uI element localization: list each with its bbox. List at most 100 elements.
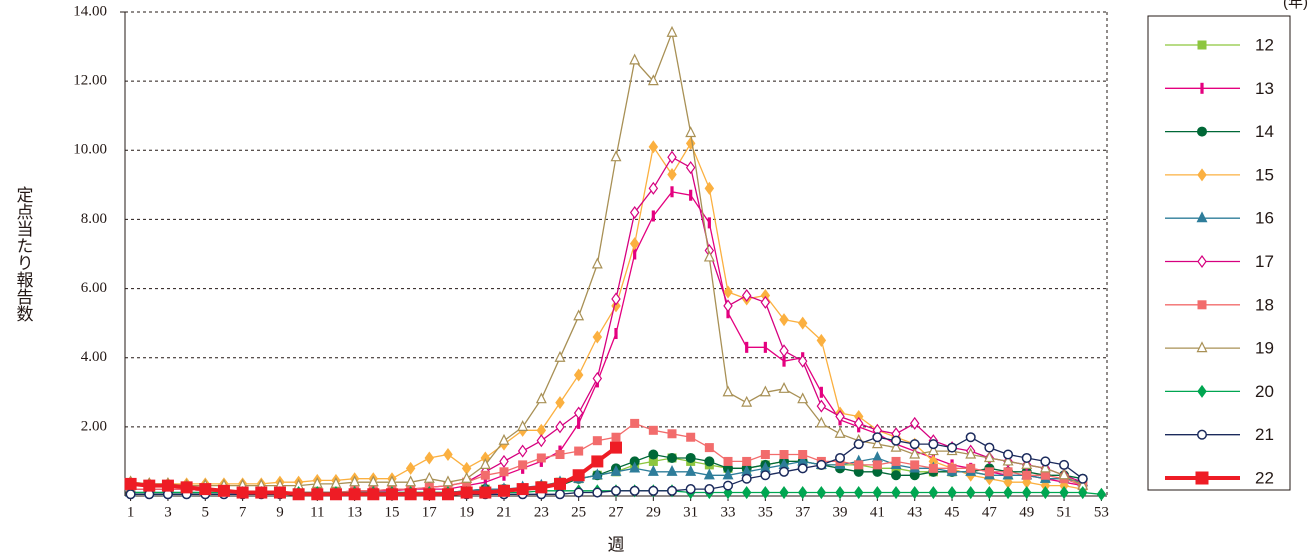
marker <box>854 460 864 470</box>
marker <box>689 189 693 201</box>
marker <box>778 381 790 393</box>
series-line <box>130 422 1083 494</box>
marker <box>703 250 715 262</box>
marker <box>722 480 734 491</box>
marker <box>497 484 510 497</box>
marker <box>591 468 603 480</box>
marker <box>816 486 827 500</box>
x-tick-label: 41 <box>870 504 885 520</box>
x-tick-label: 33 <box>721 504 736 520</box>
marker <box>872 460 882 470</box>
marker <box>871 437 883 449</box>
marker <box>1040 486 1051 500</box>
marker <box>853 486 864 500</box>
marker <box>517 420 529 431</box>
legend-marker <box>1196 211 1208 223</box>
marker <box>516 483 529 496</box>
marker <box>741 473 752 484</box>
marker <box>872 486 883 500</box>
marker <box>555 396 565 410</box>
marker <box>610 150 622 162</box>
y-tick-label: 8.00 <box>81 211 107 227</box>
marker <box>965 486 976 500</box>
marker <box>891 435 902 446</box>
marker <box>479 486 492 499</box>
x-tick-label: 45 <box>945 504 960 520</box>
marker <box>778 466 790 477</box>
marker <box>592 436 602 446</box>
legend-marker <box>1197 168 1207 182</box>
marker <box>723 456 733 466</box>
x-tick-label: 21 <box>496 504 511 520</box>
x-tick-label: 49 <box>1019 504 1034 520</box>
marker <box>125 489 136 500</box>
legend-label: 22 <box>1255 468 1274 487</box>
marker <box>311 488 324 501</box>
marker <box>329 488 342 501</box>
marker <box>760 295 771 309</box>
marker <box>1003 449 1014 460</box>
marker <box>405 461 416 475</box>
y-tick-label: 6.00 <box>81 280 107 296</box>
marker <box>891 470 902 481</box>
marker <box>965 447 977 459</box>
legend-marker <box>1197 254 1207 269</box>
marker <box>591 455 604 468</box>
marker <box>835 409 845 424</box>
marker <box>927 444 939 456</box>
legend-marker <box>1195 471 1209 485</box>
marker <box>686 432 696 442</box>
marker <box>798 450 808 460</box>
x-tick-label: 31 <box>683 504 698 520</box>
marker <box>1040 470 1050 480</box>
marker <box>666 485 678 496</box>
marker <box>629 53 641 65</box>
marker <box>633 248 637 260</box>
x-tick-label: 47 <box>982 504 998 520</box>
marker <box>871 451 883 463</box>
marker <box>760 486 771 500</box>
marker <box>535 481 548 494</box>
marker <box>647 74 659 86</box>
marker <box>909 486 920 500</box>
marker <box>611 292 621 306</box>
y-tick-label: 14.00 <box>73 3 107 19</box>
marker <box>443 447 453 462</box>
marker <box>853 416 864 430</box>
marker <box>630 418 640 428</box>
marker <box>779 313 789 327</box>
marker <box>779 344 789 358</box>
marker <box>872 432 883 443</box>
marker <box>629 461 641 473</box>
x-tick-label: 23 <box>534 504 549 520</box>
marker <box>592 487 603 498</box>
marker <box>797 316 808 330</box>
marker <box>928 486 939 500</box>
marker <box>723 285 733 299</box>
marker <box>573 368 584 382</box>
marker <box>685 464 697 476</box>
marker <box>685 452 696 463</box>
marker <box>199 483 212 496</box>
marker <box>670 186 674 198</box>
marker <box>629 237 640 251</box>
marker <box>797 354 808 368</box>
legend-label: 14 <box>1255 122 1274 141</box>
marker <box>816 333 827 347</box>
x-tick-label: 13 <box>347 504 362 520</box>
marker <box>273 486 286 499</box>
marker <box>574 446 584 456</box>
marker <box>685 126 697 138</box>
marker <box>1021 452 1032 463</box>
marker <box>722 385 734 397</box>
marker <box>666 452 678 463</box>
marker <box>610 464 622 476</box>
y-tick-label: 2.00 <box>81 418 107 434</box>
marker <box>292 488 305 501</box>
x-tick-label: 43 <box>907 504 922 520</box>
marker <box>703 468 715 480</box>
x-tick-label: 15 <box>384 504 399 520</box>
marker <box>647 464 659 476</box>
legend-box <box>1147 15 1291 491</box>
